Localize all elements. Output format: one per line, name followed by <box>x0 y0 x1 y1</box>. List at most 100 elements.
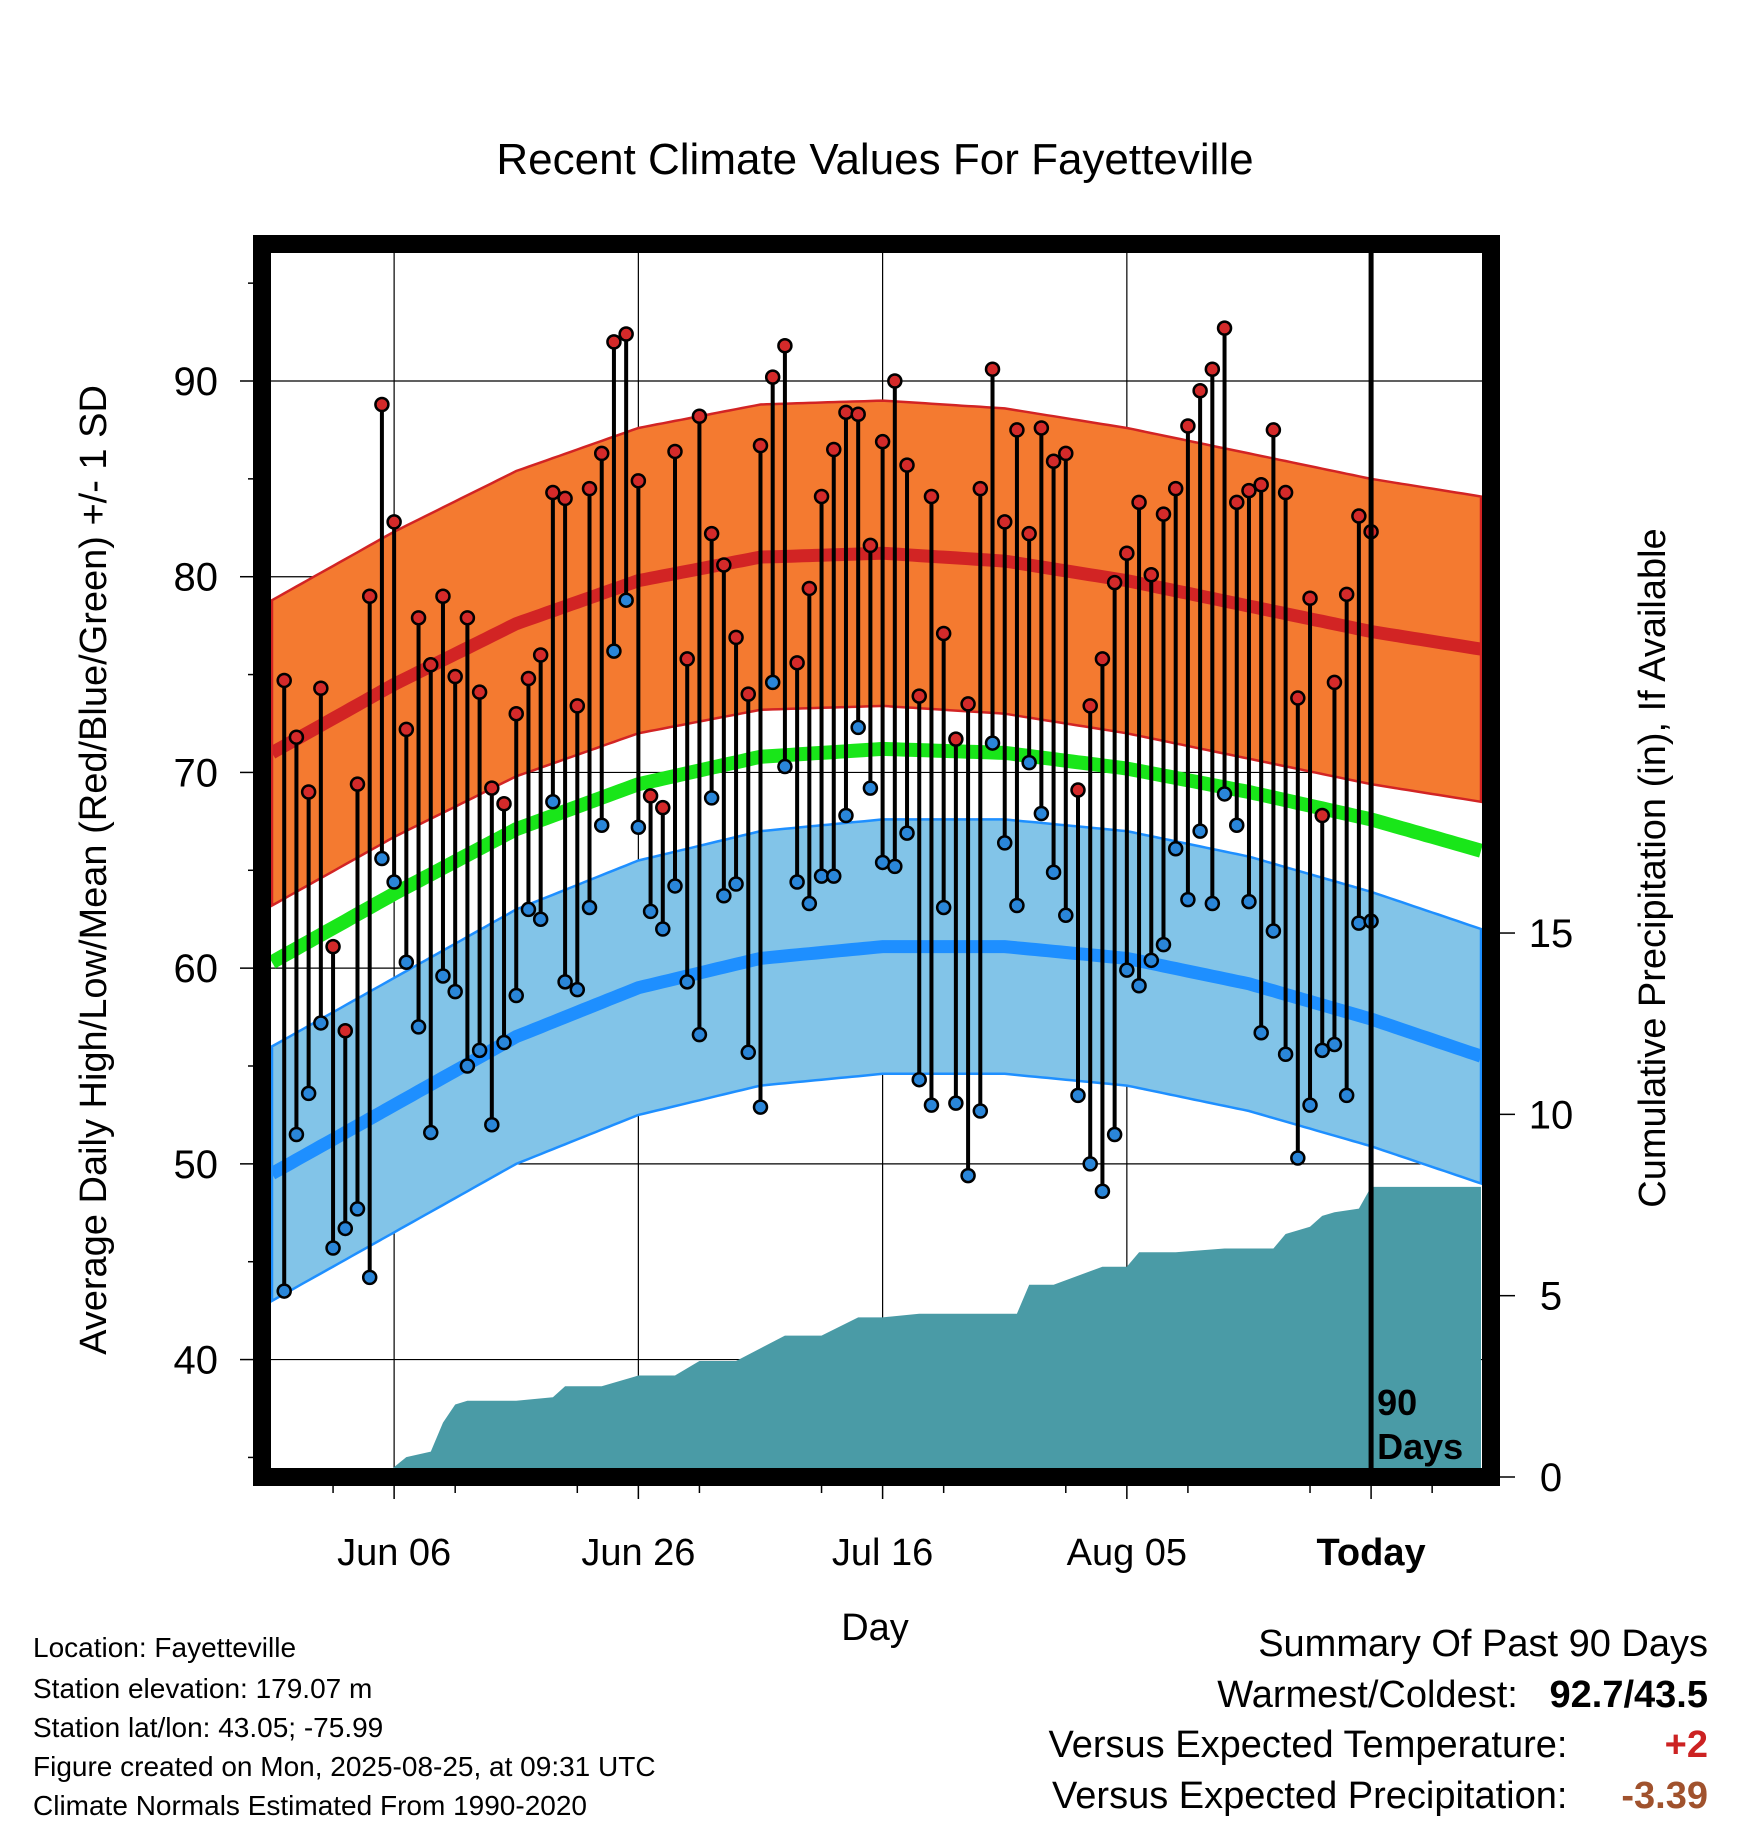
daily-high-point <box>423 657 439 673</box>
daily-high-point <box>325 938 341 955</box>
daily-high-point <box>532 647 549 663</box>
daily-high-point <box>606 334 622 350</box>
daily-low-point <box>618 592 634 608</box>
daily-high-point <box>1009 422 1025 438</box>
footer-location: Location: Fayetteville <box>33 1632 297 1663</box>
daily-low-point <box>1070 1087 1086 1104</box>
daily-high-point <box>361 588 378 605</box>
footer-elevation: Station elevation: 179.07 m <box>33 1673 373 1704</box>
high-normal-line <box>268 546 1482 759</box>
daily-high-point <box>1265 422 1282 438</box>
daily-high-point <box>1302 590 1318 606</box>
daily-high-point <box>618 326 634 342</box>
daily-high-point <box>593 445 610 462</box>
daily-high-point <box>447 668 463 685</box>
daily-low-point <box>642 903 659 920</box>
daily-low-point <box>1290 1150 1306 1166</box>
plot-clipped-group <box>262 244 1491 1477</box>
daily-low-point <box>630 819 647 835</box>
daily-high-point <box>1094 651 1111 667</box>
daily-high-point <box>1021 525 1037 542</box>
daily-low-point <box>679 974 695 990</box>
daily-low-point <box>569 981 586 998</box>
daily-high-point <box>1058 445 1074 462</box>
daily-low-point <box>423 1124 439 1141</box>
x-tick-label: Today <box>1317 1532 1426 1574</box>
daily-low-point <box>349 1201 366 1217</box>
daily-low-point <box>276 1283 292 1299</box>
daily-high-point <box>764 369 781 385</box>
y-tick-label: 40 <box>174 1339 219 1383</box>
daily-low-point <box>740 1044 757 1061</box>
daily-high-point <box>1033 420 1050 436</box>
daily-low-point <box>1351 915 1367 931</box>
daily-low-point <box>996 835 1013 851</box>
daily-high-point <box>386 514 402 530</box>
daily-low-point <box>1082 1156 1098 1172</box>
daily-low-point <box>838 807 854 824</box>
daily-high-point <box>1290 690 1306 706</box>
daily-high-point <box>703 525 720 542</box>
daily-low-point <box>667 878 683 894</box>
daily-low-point <box>850 719 866 736</box>
daily-low-point <box>1192 823 1208 839</box>
daily-high-point <box>691 408 708 424</box>
daily-high-point <box>1155 506 1172 522</box>
today-marker-days-count: 90 <box>1377 1382 1417 1423</box>
daily-low-point <box>337 1220 354 1237</box>
daily-low-point <box>532 911 549 927</box>
daily-high-point <box>1045 453 1062 469</box>
daily-low-point <box>361 1269 378 1286</box>
daily-high-point <box>1180 418 1196 434</box>
daily-high-point <box>740 686 757 702</box>
y-tick-label: 60 <box>174 947 219 991</box>
daily-high-point <box>716 557 732 573</box>
y2-tick-label: 5 <box>1540 1275 1562 1319</box>
y2-tick-label: 0 <box>1540 1456 1562 1500</box>
daily-high-point <box>850 406 866 423</box>
daily-high-point <box>667 443 683 460</box>
daily-low-point <box>655 921 671 937</box>
x-axis-label: Day <box>841 1607 909 1649</box>
y-tick-label: 50 <box>174 1143 219 1187</box>
daily-low-point <box>862 780 879 796</box>
footer-latlon: Station lat/lon: 43.05; -75.99 <box>33 1712 384 1743</box>
daily-high-point <box>826 441 842 458</box>
daily-high-point <box>996 514 1013 530</box>
daily-high-point <box>1070 782 1086 798</box>
low-normal-band <box>270 818 1483 1304</box>
daily-low-point <box>1338 1087 1355 1104</box>
daily-high-point <box>655 799 671 816</box>
daily-low-point <box>1229 817 1245 834</box>
daily-low-point <box>520 901 537 918</box>
daily-low-point <box>484 1116 500 1133</box>
daily-low-point <box>581 899 598 916</box>
mean-normal-line <box>268 741 1483 969</box>
daily-high-point <box>276 672 292 689</box>
daily-low-point <box>801 895 818 912</box>
daily-low-point <box>1033 805 1050 822</box>
daily-low-point <box>960 1167 976 1184</box>
x-tick-label: Jun 06 <box>337 1532 451 1574</box>
daily-low-point <box>1155 936 1172 953</box>
daily-high-point <box>1119 545 1135 561</box>
daily-high-point <box>1143 567 1160 583</box>
footer-normals-source: Climate Normals Estimated From 1990-2020 <box>33 1790 587 1821</box>
y-tick-label: 90 <box>174 360 219 404</box>
daily-high-point <box>374 396 390 413</box>
summary-temp-value: +2 <box>1664 1724 1708 1766</box>
daily-high-point <box>496 795 512 812</box>
daily-high-point <box>545 484 561 501</box>
daily-high-point <box>887 373 903 389</box>
daily-low-point <box>1326 1036 1343 1053</box>
daily-high-point <box>1253 476 1269 493</box>
daily-high-point <box>960 696 976 712</box>
plot-frame <box>253 235 1500 1486</box>
daily-high-point <box>484 780 500 796</box>
axes: 40 50 60 70 80 90 0 5 10 15 Jun 06 Jun 26 Jul 16 Aug … <box>174 235 1573 1574</box>
y2-axis-label: Cumulative Precipitation (in), If Availa… <box>1632 528 1674 1207</box>
daily-low-point <box>1021 754 1037 771</box>
daily-low-point <box>447 983 463 1000</box>
daily-low-point <box>1131 978 1147 994</box>
